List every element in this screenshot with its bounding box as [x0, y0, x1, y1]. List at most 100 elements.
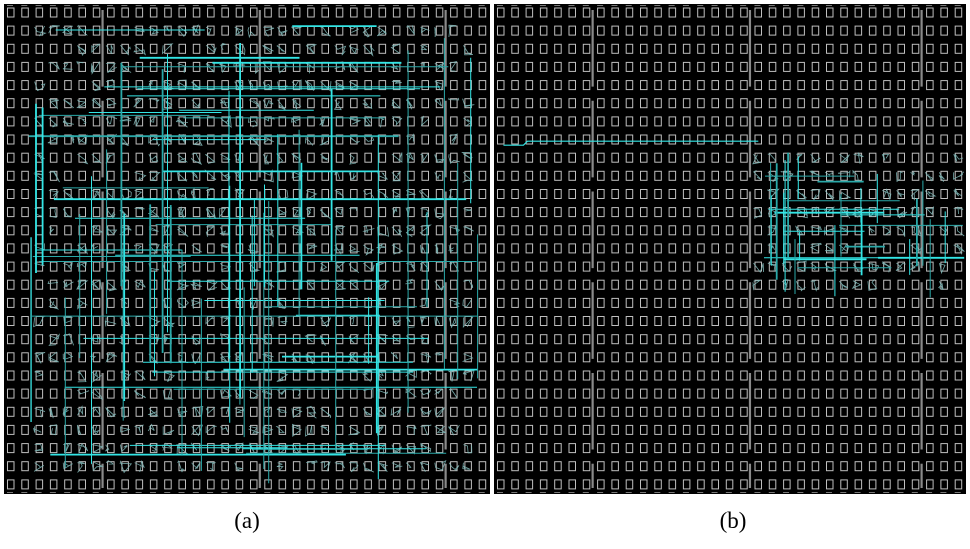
tile: [135, 170, 144, 181]
local-routing-cluster: [261, 335, 270, 345]
tile: [740, 207, 748, 218]
tile: [135, 80, 144, 91]
tile: [568, 461, 576, 472]
local-routing-cluster: [362, 353, 370, 362]
local-routing-cluster: [162, 442, 173, 451]
tile: [464, 189, 472, 199]
local-routing-cluster: [953, 188, 962, 197]
tile: [640, 461, 648, 472]
tile: [797, 388, 805, 399]
local-routing-cluster: [177, 172, 188, 182]
local-routing-cluster: [263, 135, 274, 144]
local-routing-cluster: [148, 208, 160, 218]
tile: [107, 370, 115, 381]
tile: [840, 370, 848, 381]
tile: [121, 170, 129, 181]
local-routing-cluster: [767, 208, 779, 218]
tile: [568, 334, 576, 345]
tile: [954, 370, 963, 381]
tile: [78, 116, 86, 127]
tile: [321, 7, 329, 18]
tile: [668, 98, 677, 109]
tile: [668, 116, 677, 127]
tile: [868, 406, 877, 417]
tile: [21, 443, 29, 454]
tile: [250, 207, 258, 218]
tile: [278, 334, 287, 345]
local-routing-cluster: [91, 153, 102, 164]
tile: [597, 479, 605, 490]
tile: [826, 25, 834, 36]
tile: [854, 424, 863, 435]
tile: [811, 443, 820, 454]
local-routing-cluster: [233, 63, 246, 67]
tile: [135, 152, 144, 163]
tile: [754, 297, 762, 308]
tile: [926, 116, 934, 127]
tile: [711, 279, 719, 290]
tile: [525, 152, 534, 163]
local-routing-cluster: [206, 462, 216, 471]
local-routing-cluster: [219, 226, 231, 237]
tile: [364, 207, 372, 218]
local-routing-cluster: [234, 442, 244, 452]
tile: [464, 334, 472, 345]
tile: [350, 189, 358, 199]
tile: [682, 7, 691, 18]
local-routing-cluster: [291, 99, 302, 110]
local-routing-cluster: [881, 261, 891, 273]
tile: [7, 207, 15, 218]
local-routing-cluster: [177, 26, 188, 37]
tile: [364, 443, 372, 454]
tile: [883, 297, 891, 308]
tile: [682, 189, 691, 199]
tile: [911, 207, 920, 218]
tile: [7, 424, 15, 435]
tile: [711, 297, 719, 308]
tile: [49, 134, 58, 145]
tile: [78, 25, 86, 36]
tile: [7, 189, 15, 199]
tile: [92, 243, 101, 254]
tile: [292, 261, 301, 272]
tile: [49, 297, 58, 308]
local-routing-cluster: [305, 207, 312, 216]
tile: [364, 279, 372, 290]
tile: [278, 424, 287, 435]
tile: [307, 170, 315, 181]
tile: [611, 424, 619, 435]
local-routing-cluster: [91, 406, 101, 416]
local-routing-cluster: [134, 371, 146, 381]
tile: [783, 134, 791, 145]
tile: [597, 152, 605, 163]
tile: [64, 134, 72, 145]
tile: [121, 297, 129, 308]
local-routing-cluster: [867, 226, 875, 234]
tile: [121, 25, 129, 36]
tile: [35, 25, 44, 36]
tile: [682, 443, 691, 454]
tile: [883, 406, 891, 417]
tile: [568, 370, 576, 381]
tile: [149, 80, 158, 91]
tile: [926, 61, 934, 72]
tile: [854, 7, 863, 18]
local-routing-cluster: [348, 153, 357, 165]
tile: [597, 225, 605, 236]
tile: [235, 25, 244, 36]
tile: [826, 461, 834, 472]
tile: [768, 424, 777, 435]
tile: [611, 316, 619, 326]
tile: [868, 152, 877, 163]
tile: [926, 152, 934, 163]
tile: [697, 316, 705, 326]
local-routing-cluster: [334, 170, 341, 180]
tile: [682, 207, 691, 218]
tile: [568, 116, 576, 127]
local-routing-cluster: [420, 260, 429, 272]
tile: [697, 297, 705, 308]
local-routing-cluster: [262, 44, 274, 54]
tile: [668, 316, 677, 326]
tile: [511, 170, 519, 181]
local-routing-cluster: [796, 153, 803, 160]
